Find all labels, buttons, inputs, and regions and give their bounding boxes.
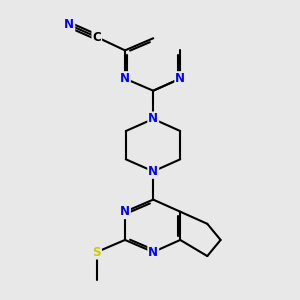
Text: N: N: [148, 165, 158, 178]
Text: N: N: [148, 112, 158, 125]
Text: N: N: [175, 72, 185, 85]
Text: C: C: [92, 31, 101, 44]
Text: N: N: [120, 72, 130, 85]
Text: N: N: [120, 205, 130, 218]
Text: N: N: [64, 19, 74, 32]
Text: N: N: [148, 245, 158, 259]
Text: S: S: [92, 245, 101, 259]
